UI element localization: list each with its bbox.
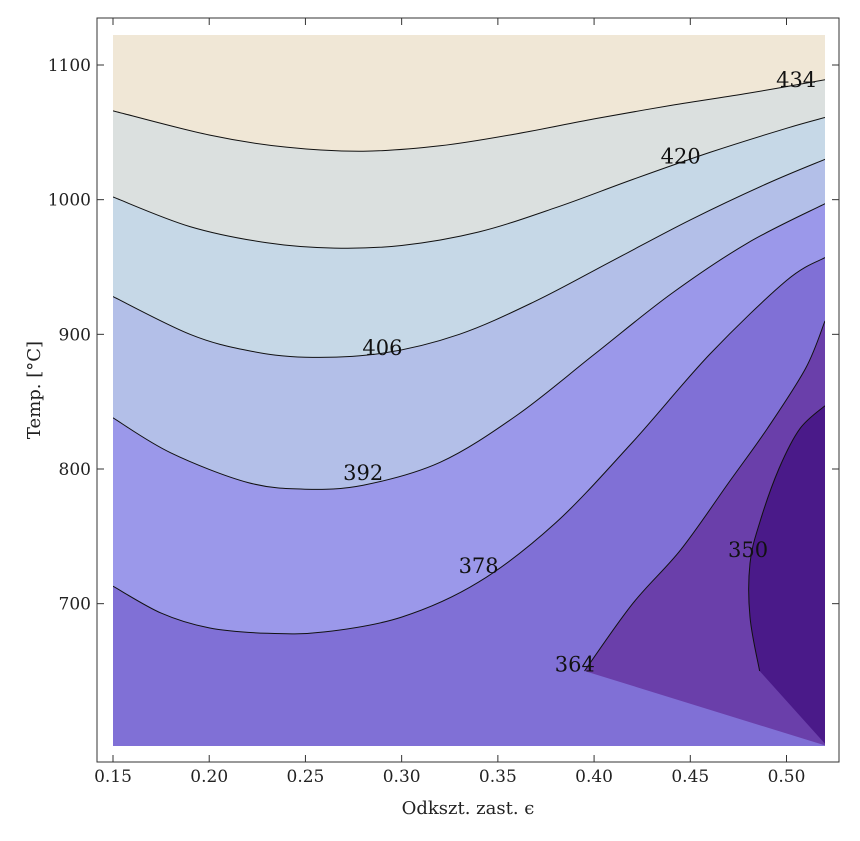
contour-line-434 [113,79,825,152]
y-tick-label: 900 [59,325,91,345]
plot-frame [96,17,840,763]
x-tick-label: 0.35 [479,767,517,787]
contour-line-420 [113,117,825,249]
region-below_350 [748,405,825,744]
x-tick-label: 0.15 [94,767,132,787]
y-axis-label: Temp. [°C] [24,341,45,439]
contour-line-392 [113,203,825,490]
x-tick-label: 0.50 [768,767,806,787]
y-tick-label: 1100 [48,56,91,76]
y-tick-label: 1000 [48,191,91,211]
contour-line-378 [113,257,825,635]
contour-label-434: 434 [776,68,816,92]
x-tick-label: 0.20 [190,767,228,787]
x-axis-label: Odkszt. zast. ϵ [402,798,535,819]
contour-label-378: 378 [459,554,499,578]
contour-label-364: 364 [555,652,595,676]
x-tick-label: 0.25 [287,767,325,787]
contour-label-350: 350 [728,538,768,562]
x-tick-label: 0.30 [383,767,421,787]
y-tick-label: 800 [59,460,91,480]
contour-line-350 [748,405,825,672]
x-tick-label: 0.40 [575,767,613,787]
contour-label-420: 420 [661,145,701,169]
contour-line-406 [113,158,825,358]
region-above-434 [113,35,825,152]
contour-label-406: 406 [362,336,402,360]
contour-line-364 [584,320,825,672]
y-tick-label: 700 [59,595,91,615]
contour-label-392: 392 [343,461,383,485]
x-tick-label: 0.45 [671,767,709,787]
